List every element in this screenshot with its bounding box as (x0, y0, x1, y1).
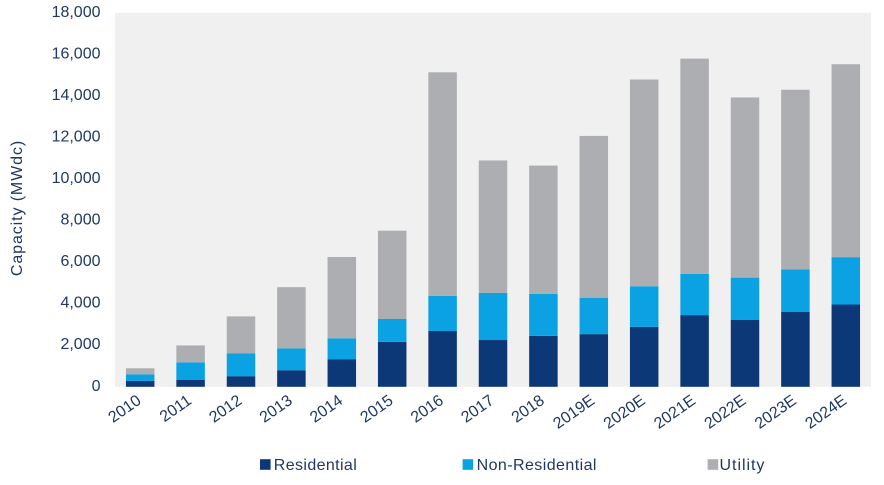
svg-text:Utility: Utility (720, 457, 766, 474)
svg-text:2,000: 2,000 (60, 336, 100, 353)
svg-text:Non-Residential: Non-Residential (477, 457, 597, 474)
svg-text:0: 0 (92, 378, 101, 395)
svg-text:6,000: 6,000 (60, 253, 100, 270)
svg-text:4,000: 4,000 (60, 295, 100, 312)
svg-text:12,000: 12,000 (52, 128, 101, 145)
svg-text:8,000: 8,000 (60, 212, 100, 229)
svg-text:18,000: 18,000 (52, 4, 101, 21)
svg-text:16,000: 16,000 (52, 45, 101, 62)
svg-text:10,000: 10,000 (52, 170, 101, 187)
svg-text:Capacity (MWdc): Capacity (MWdc) (9, 140, 26, 276)
svg-text:14,000: 14,000 (52, 87, 101, 104)
svg-text:Residential: Residential (274, 457, 357, 474)
